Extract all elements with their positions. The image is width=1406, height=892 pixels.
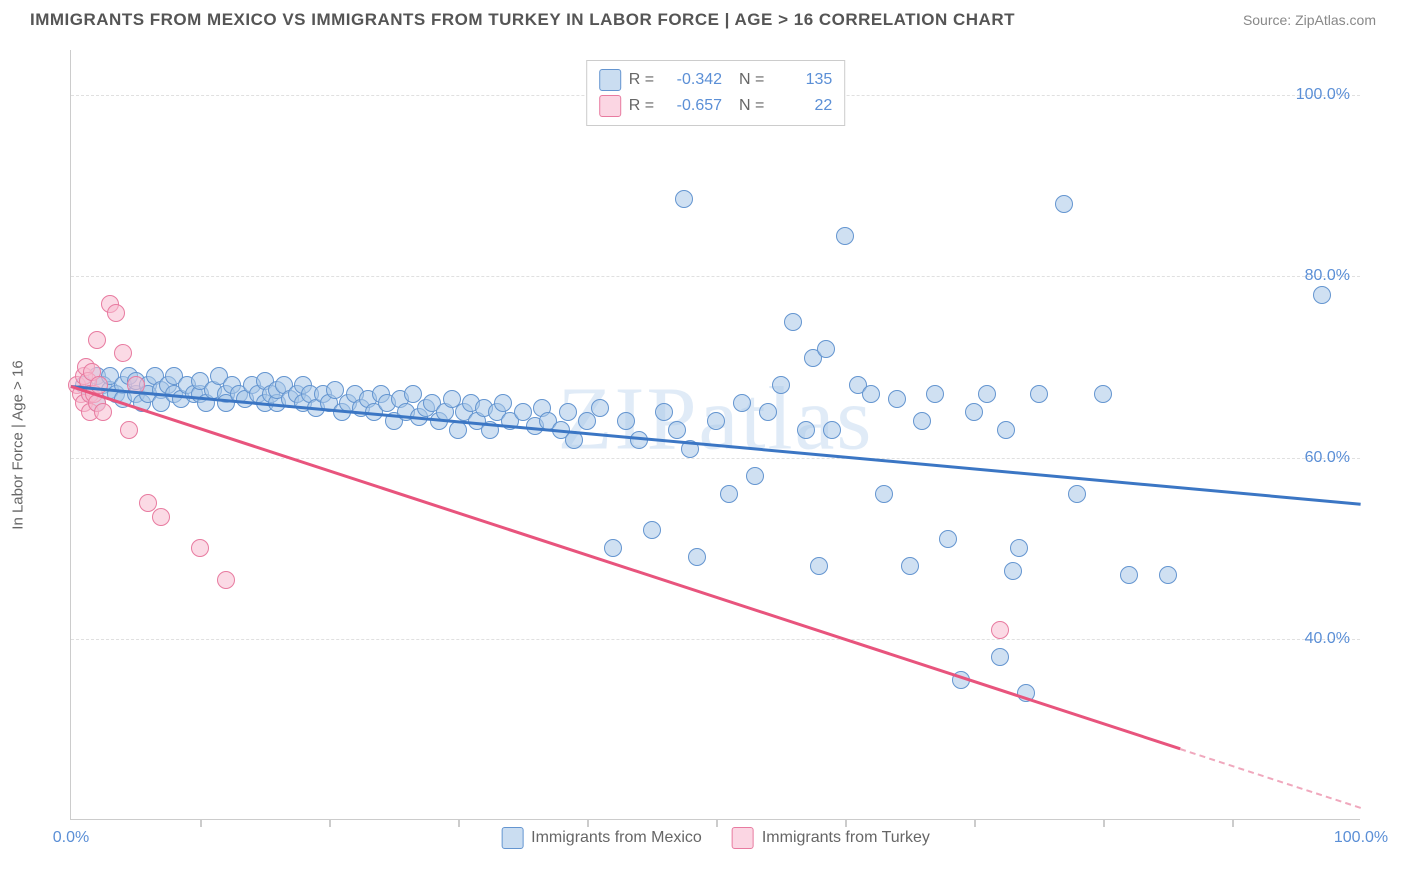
data-point bbox=[784, 313, 802, 331]
legend-item-turkey: Immigrants from Turkey bbox=[732, 827, 930, 849]
x-tick-label: 0.0% bbox=[53, 829, 89, 847]
x-tick-mark bbox=[1103, 819, 1105, 827]
data-point bbox=[991, 621, 1009, 639]
r-value-turkey: -0.657 bbox=[662, 97, 722, 115]
chart-container: In Labor Force | Age > 16 ZIPatlas R = -… bbox=[30, 40, 1376, 850]
data-point bbox=[559, 403, 577, 421]
data-point bbox=[152, 508, 170, 526]
legend-item-mexico: Immigrants from Mexico bbox=[501, 827, 702, 849]
x-tick-mark bbox=[458, 819, 460, 827]
data-point bbox=[688, 548, 706, 566]
data-point bbox=[1055, 195, 1073, 213]
y-tick-label: 80.0% bbox=[1305, 267, 1350, 285]
data-point bbox=[823, 421, 841, 439]
data-point bbox=[901, 557, 919, 575]
data-point bbox=[217, 571, 235, 589]
x-tick-mark bbox=[329, 819, 331, 827]
data-point bbox=[772, 376, 790, 394]
n-label: N = bbox=[730, 97, 764, 115]
data-point bbox=[643, 521, 661, 539]
legend-label-turkey: Immigrants from Turkey bbox=[762, 829, 930, 847]
data-point bbox=[1313, 286, 1331, 304]
data-point bbox=[94, 403, 112, 421]
y-tick-label: 60.0% bbox=[1305, 449, 1350, 467]
r-label: R = bbox=[629, 97, 654, 115]
n-value-turkey: 22 bbox=[772, 97, 832, 115]
series-legend: Immigrants from Mexico Immigrants from T… bbox=[501, 827, 930, 849]
data-point bbox=[939, 530, 957, 548]
data-point bbox=[707, 412, 725, 430]
x-tick-mark bbox=[716, 819, 718, 827]
x-tick-mark bbox=[974, 819, 976, 827]
data-point bbox=[836, 227, 854, 245]
x-tick-mark bbox=[1232, 819, 1234, 827]
data-point bbox=[114, 344, 132, 362]
x-tick-mark bbox=[200, 819, 202, 827]
swatch-blue-icon bbox=[501, 827, 523, 849]
r-label: R = bbox=[629, 71, 654, 89]
r-value-mexico: -0.342 bbox=[662, 71, 722, 89]
data-point bbox=[810, 557, 828, 575]
data-point bbox=[591, 399, 609, 417]
data-point bbox=[720, 485, 738, 503]
data-point bbox=[1159, 566, 1177, 584]
data-point bbox=[494, 394, 512, 412]
stats-row-mexico: R = -0.342 N = 135 bbox=[599, 67, 833, 93]
data-point bbox=[759, 403, 777, 421]
data-point bbox=[733, 394, 751, 412]
data-point bbox=[1010, 539, 1028, 557]
data-point bbox=[913, 412, 931, 430]
n-label: N = bbox=[730, 71, 764, 89]
data-point bbox=[888, 390, 906, 408]
data-point bbox=[604, 539, 622, 557]
trend-line bbox=[71, 385, 1361, 505]
data-point bbox=[965, 403, 983, 421]
data-point bbox=[578, 412, 596, 430]
x-tick-mark bbox=[587, 819, 589, 827]
data-point bbox=[449, 421, 467, 439]
data-point bbox=[1094, 385, 1112, 403]
stats-row-turkey: R = -0.657 N = 22 bbox=[599, 93, 833, 119]
data-point bbox=[617, 412, 635, 430]
y-tick-label: 100.0% bbox=[1296, 86, 1350, 104]
x-tick-mark bbox=[845, 819, 847, 827]
stats-legend: R = -0.342 N = 135 R = -0.657 N = 22 bbox=[586, 60, 846, 126]
legend-label-mexico: Immigrants from Mexico bbox=[531, 829, 702, 847]
data-point bbox=[875, 485, 893, 503]
data-point bbox=[675, 190, 693, 208]
y-tick-label: 40.0% bbox=[1305, 630, 1350, 648]
data-point bbox=[1030, 385, 1048, 403]
data-point bbox=[1120, 566, 1138, 584]
x-tick-label: 100.0% bbox=[1334, 829, 1388, 847]
data-point bbox=[1004, 562, 1022, 580]
data-point bbox=[978, 385, 996, 403]
swatch-pink-icon bbox=[599, 95, 621, 117]
gridline bbox=[71, 276, 1360, 277]
data-point bbox=[107, 304, 125, 322]
data-point bbox=[991, 648, 1009, 666]
data-point bbox=[88, 331, 106, 349]
data-point bbox=[797, 421, 815, 439]
data-point bbox=[120, 421, 138, 439]
data-point bbox=[997, 421, 1015, 439]
trend-line bbox=[1180, 748, 1361, 809]
data-point bbox=[655, 403, 673, 421]
n-value-mexico: 135 bbox=[772, 71, 832, 89]
plot-area: ZIPatlas R = -0.342 N = 135 R = -0.657 N… bbox=[70, 50, 1360, 820]
gridline bbox=[71, 458, 1360, 459]
data-point bbox=[926, 385, 944, 403]
data-point bbox=[1068, 485, 1086, 503]
swatch-blue-icon bbox=[599, 69, 621, 91]
data-point bbox=[817, 340, 835, 358]
data-point bbox=[191, 539, 209, 557]
gridline bbox=[71, 639, 1360, 640]
data-point bbox=[862, 385, 880, 403]
swatch-pink-icon bbox=[732, 827, 754, 849]
y-axis-label: In Labor Force | Age > 16 bbox=[10, 360, 27, 529]
chart-title: IMMIGRANTS FROM MEXICO VS IMMIGRANTS FRO… bbox=[30, 10, 1015, 30]
source-label: Source: ZipAtlas.com bbox=[1243, 12, 1376, 28]
data-point bbox=[668, 421, 686, 439]
data-point bbox=[746, 467, 764, 485]
